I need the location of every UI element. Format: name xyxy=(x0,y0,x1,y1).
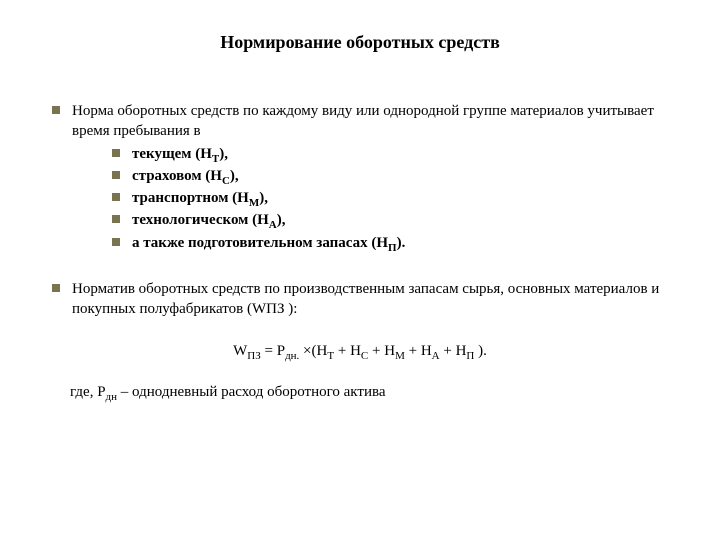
bullet-text: Норматив оборотных средств по производст… xyxy=(72,279,672,320)
formula: WПЗ = Рдн. ×(НТ + НС + НМ + НА + НП ). xyxy=(48,343,672,360)
slide: Нормирование оборотных средств Норма обо… xyxy=(0,0,720,540)
bullet-icon xyxy=(112,215,120,223)
footer-line: где, Рдн – однодневный расход оборотного… xyxy=(70,384,672,401)
bullet-text: текущем (НТ), xyxy=(132,144,672,164)
bullet-icon xyxy=(52,106,60,114)
bullet-level2: технологическом (НА), xyxy=(112,210,672,230)
bullet-icon xyxy=(112,149,120,157)
bullet-level1: Норма оборотных средств по каждому виду … xyxy=(52,101,672,142)
bullet-level2: текущем (НТ), xyxy=(112,144,672,164)
bullet-level1: Норматив оборотных средств по производст… xyxy=(52,279,672,320)
spacer xyxy=(48,255,672,279)
bullet-text: а также подготовительном запасах (НП). xyxy=(132,233,672,253)
bullet-icon xyxy=(112,238,120,246)
bullet-level2: страховом (НС), xyxy=(112,166,672,186)
bullet-text: транспортном (НМ), xyxy=(132,188,672,208)
bullet-text: страховом (НС), xyxy=(132,166,672,186)
bullet-icon xyxy=(112,193,120,201)
bullet-text: технологическом (НА), xyxy=(132,210,672,230)
bullet-text: Норма оборотных средств по каждому виду … xyxy=(72,101,672,142)
bullet-icon xyxy=(52,284,60,292)
bullet-level2: транспортном (НМ), xyxy=(112,188,672,208)
slide-title: Нормирование оборотных средств xyxy=(48,32,672,53)
bullet-level2: а также подготовительном запасах (НП). xyxy=(112,233,672,253)
bullet-icon xyxy=(112,171,120,179)
